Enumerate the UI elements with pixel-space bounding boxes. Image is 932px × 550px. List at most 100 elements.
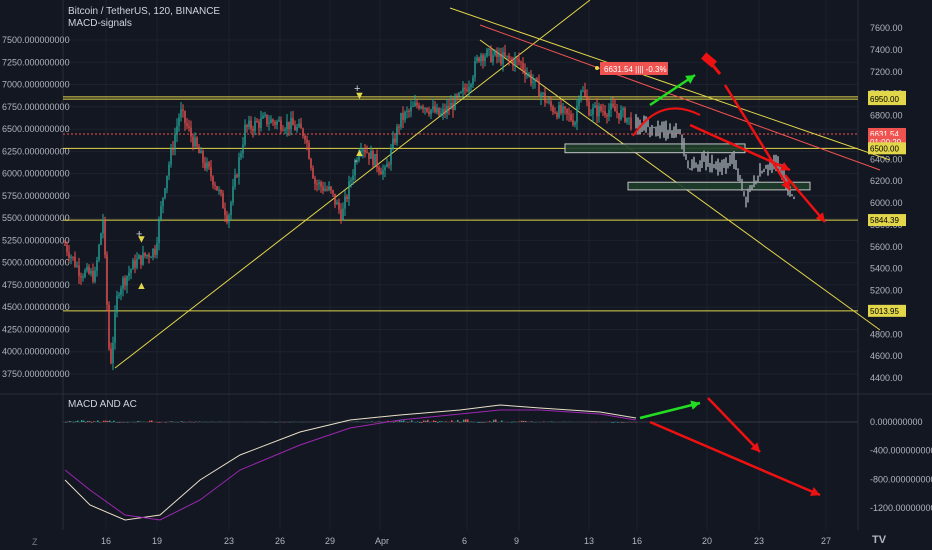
candle-body xyxy=(256,121,258,123)
candle-body xyxy=(158,219,160,243)
candle-body xyxy=(498,53,500,58)
macd-hist-bar xyxy=(495,419,497,422)
candle-body xyxy=(136,259,138,268)
candle-body xyxy=(504,52,506,57)
candle-body xyxy=(144,252,146,257)
candle-body xyxy=(402,112,404,121)
macd-hist-bar xyxy=(75,421,77,422)
candle-body xyxy=(612,103,614,107)
candle-body xyxy=(228,215,230,223)
candle-body xyxy=(142,252,144,265)
candle-body xyxy=(80,276,82,278)
candle-body xyxy=(190,127,192,137)
right-tick-label: 4800.00 xyxy=(870,329,903,339)
macd-hist-bar xyxy=(437,422,439,423)
macd-hist-bar xyxy=(403,420,405,422)
right-tick-label: 6000.00 xyxy=(870,198,903,208)
candle-body xyxy=(182,109,184,111)
macd-hist-bar xyxy=(463,419,465,422)
candle-body xyxy=(218,190,220,192)
candle-body xyxy=(538,80,540,98)
candle-body xyxy=(232,186,234,203)
macd-hist-bar xyxy=(445,421,447,422)
macd-hist-bar xyxy=(81,420,83,422)
candle-body xyxy=(520,61,522,63)
candle-body xyxy=(286,121,288,130)
candle-body xyxy=(368,152,370,159)
candle-body xyxy=(156,242,158,255)
candle-body xyxy=(522,62,524,70)
candle-body xyxy=(316,183,318,185)
candle-body xyxy=(554,112,556,114)
macd-hist-bar xyxy=(489,421,491,422)
candle-body xyxy=(564,106,566,109)
macd-hist-bar xyxy=(139,421,141,422)
candle-body xyxy=(628,117,630,119)
macd-hist-bar xyxy=(105,420,107,422)
candle-body xyxy=(408,111,410,113)
macd-hist-bar xyxy=(435,420,437,422)
macd-hist-bar xyxy=(65,422,67,423)
candle-body xyxy=(166,175,168,189)
candle-body xyxy=(274,122,276,125)
candle-body xyxy=(314,178,316,184)
candle-body xyxy=(380,171,382,175)
right-tick-label: 5600.00 xyxy=(870,242,903,252)
red-arrow-down-head xyxy=(815,212,825,222)
candle-body xyxy=(422,106,424,110)
price-label-text: 6500.00 xyxy=(870,144,899,153)
macd-green-arrow-head xyxy=(690,400,700,410)
macd-hist-bar xyxy=(479,422,481,423)
candle-body xyxy=(342,208,344,221)
candle-body xyxy=(562,106,564,114)
macd-hist-bar xyxy=(393,422,395,423)
macd-hist-bar xyxy=(451,420,453,422)
candle-body xyxy=(350,180,352,182)
candle-body xyxy=(306,139,308,143)
candle-body xyxy=(92,270,94,282)
candle-body xyxy=(366,152,368,154)
macd-hist-bar xyxy=(69,421,71,422)
candle-body xyxy=(240,153,242,158)
x-tick-label: Apr xyxy=(375,536,389,546)
macd-hist-bar xyxy=(181,421,183,422)
candle-body xyxy=(590,114,592,116)
candle-body xyxy=(514,58,516,66)
candle-body xyxy=(288,121,290,130)
candle-body xyxy=(220,190,222,194)
candle-body xyxy=(626,117,628,122)
macd-hist-bar xyxy=(511,422,513,423)
timezone-icon[interactable]: Z xyxy=(32,537,38,547)
candle-body xyxy=(630,117,632,130)
macd-hist-bar xyxy=(623,422,625,423)
candle-body xyxy=(508,55,510,59)
candle-body xyxy=(472,77,474,85)
right-tick-label: 7600.00 xyxy=(870,23,903,33)
candle-body xyxy=(70,256,72,258)
macd-hist-bar xyxy=(501,420,503,422)
macd-hist-bar xyxy=(611,422,613,423)
macd-green-arrow xyxy=(639,401,701,420)
candle-body xyxy=(90,270,92,274)
candle-body xyxy=(124,278,126,286)
candle-body xyxy=(436,107,438,113)
price-label-box xyxy=(868,142,906,155)
candle-body xyxy=(608,109,610,117)
candle-body xyxy=(82,276,84,278)
x-tick-label: 6 xyxy=(462,536,467,546)
candle-body xyxy=(500,53,502,64)
macd-hist-bar xyxy=(385,421,387,422)
candle-body xyxy=(244,124,246,145)
candle-body xyxy=(584,90,586,96)
candle-body xyxy=(624,108,626,122)
left-tick-label: 4250.000000000 xyxy=(2,324,70,334)
price-label-box xyxy=(868,304,906,317)
candle-body xyxy=(234,175,236,187)
candle-body xyxy=(264,114,266,116)
candle-body xyxy=(404,111,406,121)
candle-body xyxy=(112,342,114,364)
candle-body xyxy=(74,256,76,267)
candle-body xyxy=(340,209,342,221)
candle-body xyxy=(152,248,154,258)
